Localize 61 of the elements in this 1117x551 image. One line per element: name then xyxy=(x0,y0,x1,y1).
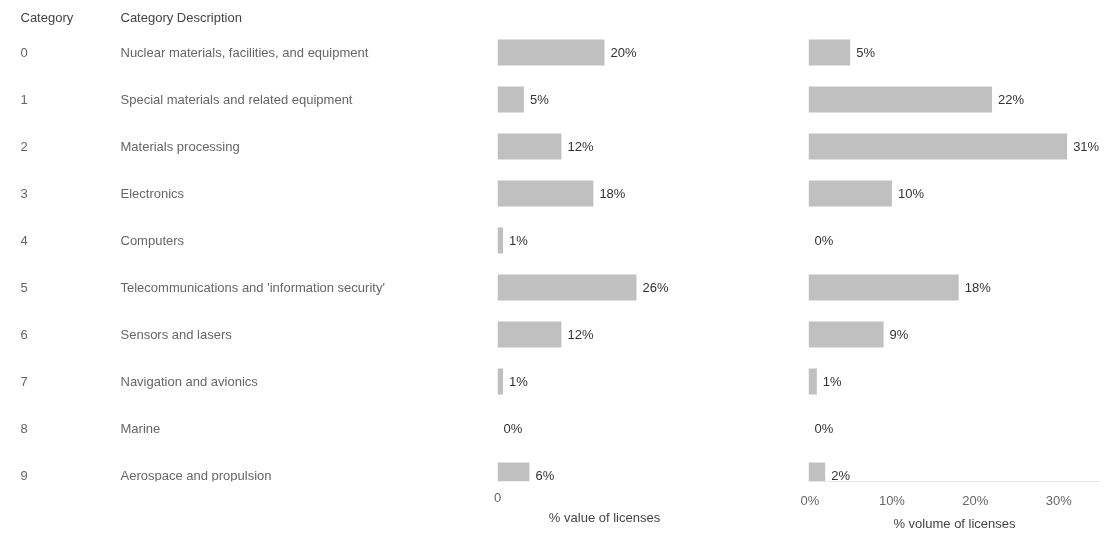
text: 5% xyxy=(529,92,549,107)
bar xyxy=(497,133,562,160)
text: Category Description xyxy=(120,10,242,25)
y-tick-label: Telecommunications and 'information security' xyxy=(120,280,385,295)
text: 31% xyxy=(1073,139,1100,154)
bar xyxy=(808,133,1068,160)
text: 4 xyxy=(20,233,28,248)
y-tick-label: Sensors and lasers xyxy=(120,327,233,342)
x-tick-label: 20% xyxy=(962,492,989,508)
y-tick-label: Marine xyxy=(120,421,161,436)
text: 1 xyxy=(20,92,28,107)
annotation: 0 xyxy=(493,489,502,505)
text: 12% xyxy=(567,327,594,342)
text: 6 xyxy=(20,327,28,342)
text: 3 xyxy=(20,186,28,201)
text: 0% xyxy=(814,421,834,436)
text: 6% xyxy=(535,468,555,483)
text: 0 xyxy=(20,45,28,60)
text: 1% xyxy=(509,233,528,248)
text: 26% xyxy=(642,280,669,295)
x-tick-label: 30% xyxy=(1045,492,1073,508)
text: 0% xyxy=(814,233,834,248)
text: 0% xyxy=(503,421,523,436)
bar xyxy=(497,274,637,301)
x-axis-title: % volume of licenses xyxy=(893,515,1017,531)
y-tick-label: Computers xyxy=(120,233,185,248)
text: 2 xyxy=(20,139,28,154)
text: 2% xyxy=(831,468,850,483)
text: 5% xyxy=(856,45,876,60)
y-tick-label: Nuclear materials, facilities, and equipment xyxy=(120,45,369,60)
text: 5 xyxy=(20,280,28,295)
text: 18% xyxy=(599,186,626,201)
bar xyxy=(808,86,993,113)
bar xyxy=(497,86,524,113)
text: 9% xyxy=(889,327,909,342)
text: 10% xyxy=(897,186,924,201)
text: 8 xyxy=(20,421,28,436)
x-tick-label: 10% xyxy=(878,492,906,508)
y-tick-label: Electronics xyxy=(120,186,185,201)
text: 7 xyxy=(20,374,28,389)
y-tick-label: Navigation and avionics xyxy=(120,374,259,389)
x-tick-label: 0% xyxy=(800,492,820,508)
text: 18% xyxy=(964,280,991,295)
text: 1% xyxy=(509,374,528,389)
text: 22% xyxy=(998,92,1025,107)
y-tick-label: Special materials and related equipment xyxy=(120,92,353,107)
text: 9 xyxy=(20,468,28,483)
bar xyxy=(497,39,605,66)
text: 12% xyxy=(567,139,594,154)
bar xyxy=(808,368,817,395)
bar xyxy=(808,39,851,66)
bar xyxy=(808,274,959,301)
text: 20% xyxy=(610,45,637,60)
bar xyxy=(497,180,594,207)
text: Category xyxy=(20,10,74,25)
y-tick-label: Materials processing xyxy=(120,139,240,154)
x-axis-title: % value of licenses xyxy=(548,509,661,525)
text: 1% xyxy=(822,374,842,389)
bar xyxy=(808,180,892,207)
bar xyxy=(808,321,884,348)
bar xyxy=(497,321,562,348)
